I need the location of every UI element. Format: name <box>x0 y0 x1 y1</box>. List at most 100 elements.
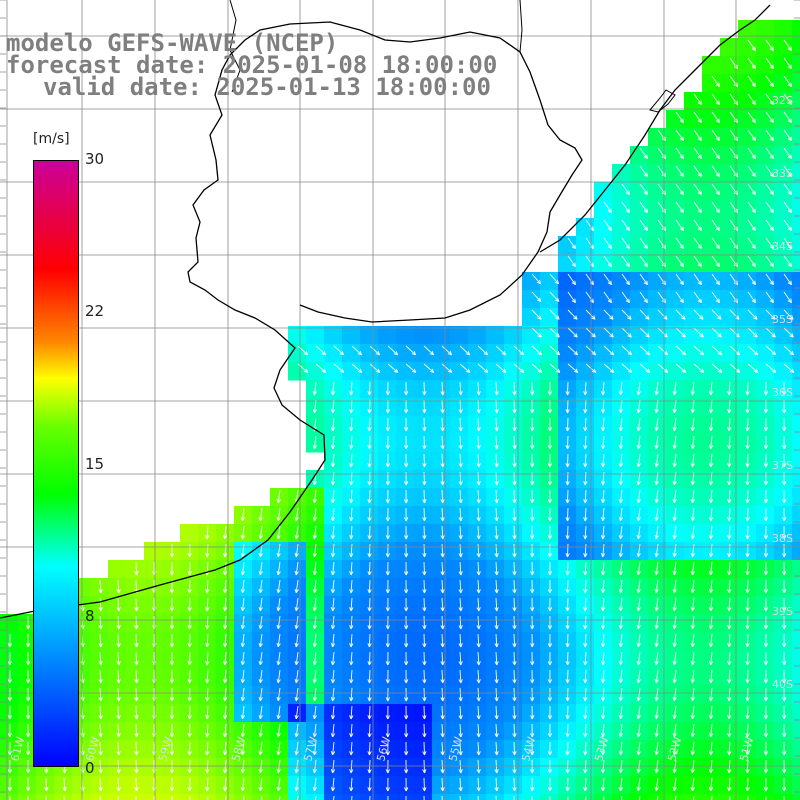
wind-arrow <box>654 435 659 450</box>
wind-arrow <box>187 651 192 666</box>
wind-arrow <box>351 795 353 800</box>
lon-label: 61W <box>8 735 27 763</box>
wind-speed-cell <box>540 596 559 615</box>
wind-speed-cell <box>702 146 721 165</box>
wind-speed-cell <box>756 722 775 741</box>
wind-arrow <box>618 435 623 450</box>
wind-speed-cell <box>594 200 613 219</box>
wind-arrow <box>763 651 769 666</box>
wind-arrow <box>618 651 623 666</box>
wind-speed-cell <box>180 668 199 687</box>
wind-arrow <box>187 687 192 702</box>
wind-speed-cell <box>378 344 397 363</box>
wind-arrow <box>530 489 535 504</box>
wind-arrow <box>782 633 787 648</box>
wind-arrow <box>693 255 702 268</box>
wind-arrow <box>547 723 553 738</box>
wind-speed-cell <box>720 326 739 345</box>
wind-arrow <box>765 147 774 160</box>
wind-arrow <box>25 687 31 702</box>
wind-arrow <box>782 597 787 612</box>
wind-arrow <box>512 777 517 792</box>
wind-arrow <box>547 615 553 630</box>
wind-arrow <box>672 561 677 576</box>
wind-arrow <box>583 669 588 684</box>
wind-arrow <box>98 651 103 666</box>
wind-arrow <box>440 723 445 738</box>
wind-arrow <box>530 615 535 630</box>
wind-speed-cell <box>378 650 397 669</box>
wind-arrow <box>294 543 299 558</box>
wind-arrow <box>547 507 553 522</box>
wind-arrow <box>763 705 769 720</box>
wind-speed-cell <box>414 542 433 561</box>
wind-arrow <box>258 651 263 666</box>
wind-speed-cell <box>540 686 559 705</box>
wind-arrow <box>169 561 175 576</box>
wind-speed-cell <box>504 596 523 615</box>
wind-speed-cell <box>720 74 739 93</box>
wind-arrow <box>205 705 210 720</box>
wind-speed-cell <box>504 686 523 705</box>
wind-arrow <box>349 507 354 522</box>
wind-speed-cell <box>162 632 181 651</box>
wind-speed-cell <box>756 632 775 651</box>
wind-arrow <box>294 669 299 684</box>
wind-arrow <box>765 57 774 70</box>
wind-arrow <box>240 507 245 522</box>
wind-speed-cell <box>162 686 181 705</box>
wind-arrow <box>294 381 299 396</box>
wind-arrow <box>672 543 677 558</box>
wind-arrow <box>25 723 31 738</box>
wind-arrow <box>672 417 677 432</box>
wind-arrow <box>727 615 732 630</box>
wind-speed-cell <box>486 326 505 345</box>
wind-arrow <box>403 705 409 720</box>
wind-arrow <box>187 579 192 594</box>
wind-arrow <box>494 615 499 630</box>
wind-speed-cell <box>162 740 181 759</box>
wind-speed-cell <box>180 614 199 633</box>
wind-arrow <box>567 345 579 356</box>
wind-arrow <box>367 525 372 540</box>
wind-speed-cell <box>648 344 667 363</box>
wind-speed-cell <box>756 290 775 309</box>
wind-speed-cell <box>468 506 487 525</box>
wind-speed-cell <box>612 182 631 201</box>
wind-arrow <box>495 795 497 800</box>
lat-label: 38S <box>772 532 793 545</box>
wind-arrow <box>654 489 659 504</box>
wind-arrow <box>440 705 445 720</box>
wind-speed-cell <box>180 632 199 651</box>
wind-speed-cell <box>558 686 577 705</box>
wind-speed-cell <box>108 740 127 759</box>
wind-arrow <box>600 651 606 666</box>
wind-arrow <box>600 525 606 540</box>
wind-arrow <box>458 669 463 684</box>
wind-speed-cell <box>504 470 523 489</box>
wind-arrow <box>618 777 623 792</box>
wind-arrow <box>258 669 263 684</box>
wind-arrow <box>187 597 192 612</box>
wind-speed-cell <box>378 632 397 651</box>
wind-arrow <box>711 75 720 88</box>
wind-arrow <box>636 669 641 684</box>
wind-speed-cell <box>432 452 451 471</box>
wind-arrow <box>349 597 354 612</box>
wind-arrow <box>708 741 714 756</box>
wind-arrow <box>783 273 792 286</box>
wind-arrow <box>727 417 732 432</box>
wind-arrow <box>763 381 769 396</box>
wind-arrow <box>745 651 750 666</box>
wind-speed-cell <box>522 506 541 525</box>
wind-arrow <box>763 417 769 432</box>
wind-arrow <box>783 111 792 124</box>
wind-arrow <box>258 741 263 756</box>
wind-arrow <box>583 651 588 666</box>
wind-arrow <box>600 453 606 468</box>
wind-arrow <box>312 777 317 792</box>
wind-arrow <box>7 633 12 648</box>
wind-arrow <box>711 291 720 304</box>
wind-speed-cell <box>504 632 523 651</box>
wind-arrow <box>423 345 435 356</box>
